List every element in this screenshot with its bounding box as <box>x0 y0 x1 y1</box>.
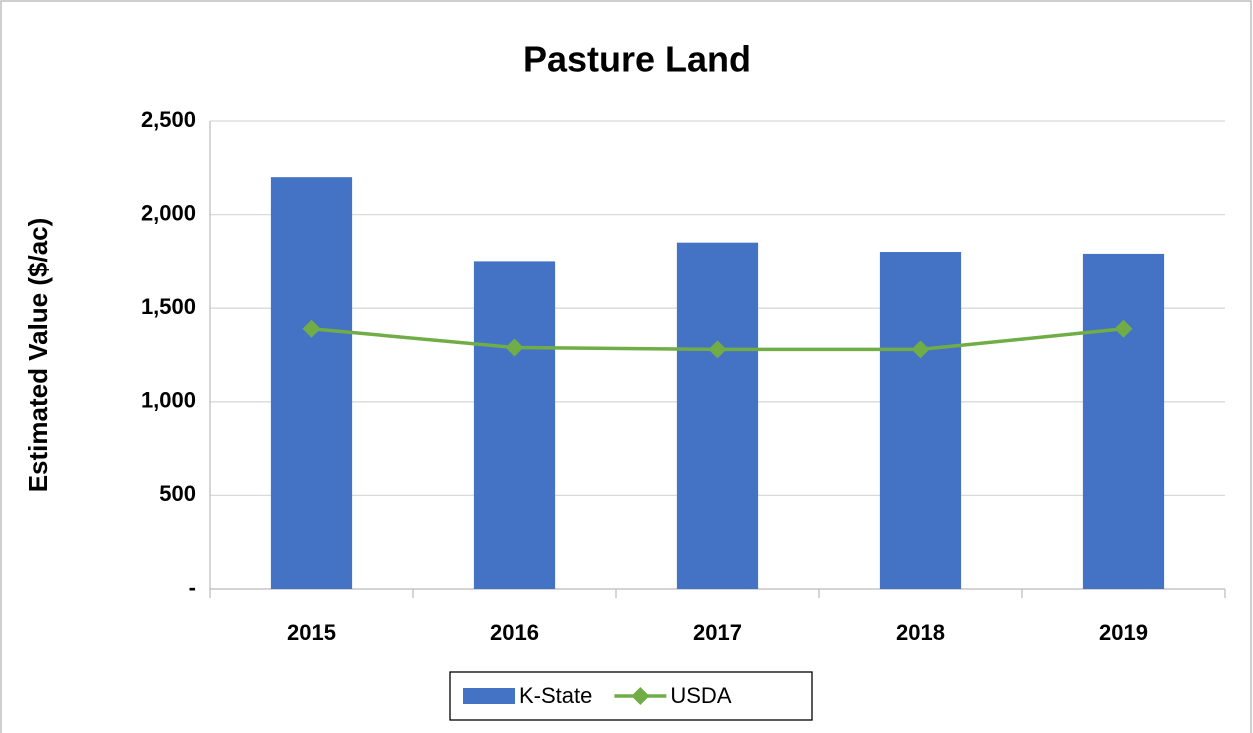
y-tick-label: 1,000 <box>141 388 196 413</box>
marker <box>911 340 930 359</box>
marker <box>708 340 727 359</box>
x-tick-label: 2017 <box>693 620 742 645</box>
bar <box>879 252 962 590</box>
bar <box>473 261 556 589</box>
y-tick-label: 1,500 <box>141 294 196 319</box>
x-tick-label: 2019 <box>1099 620 1148 645</box>
legend-label: K-State <box>519 683 592 708</box>
x-tick-label: 2015 <box>287 620 336 645</box>
y-tick-label: 500 <box>159 481 196 506</box>
marker <box>302 319 321 338</box>
y-tick-label: 2,500 <box>141 107 196 132</box>
bar <box>676 242 759 589</box>
marker <box>1114 319 1133 338</box>
y-axis-label: Estimated Value ($/ac) <box>23 218 53 493</box>
y-tick-label: 2,000 <box>141 200 196 225</box>
chart-title: Pasture Land <box>523 39 751 80</box>
marker <box>505 338 524 357</box>
x-tick-label: 2018 <box>896 620 945 645</box>
bar <box>1082 253 1165 590</box>
bar <box>270 177 353 589</box>
x-tick-label: 2016 <box>490 620 539 645</box>
y-tick-label: - <box>189 575 196 600</box>
legend-swatch <box>463 688 515 704</box>
legend-marker <box>631 687 650 705</box>
legend-label: USDA <box>670 683 731 708</box>
